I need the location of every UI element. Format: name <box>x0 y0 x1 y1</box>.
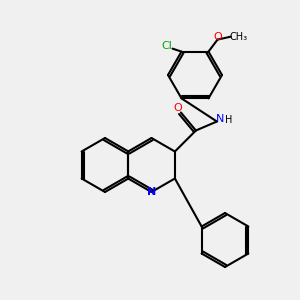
Text: N: N <box>216 113 224 124</box>
Text: CH₃: CH₃ <box>230 32 247 42</box>
Text: H: H <box>225 115 233 125</box>
Text: O: O <box>173 103 182 113</box>
Text: O: O <box>213 32 222 42</box>
Text: Cl: Cl <box>161 40 172 51</box>
Text: N: N <box>147 187 156 197</box>
